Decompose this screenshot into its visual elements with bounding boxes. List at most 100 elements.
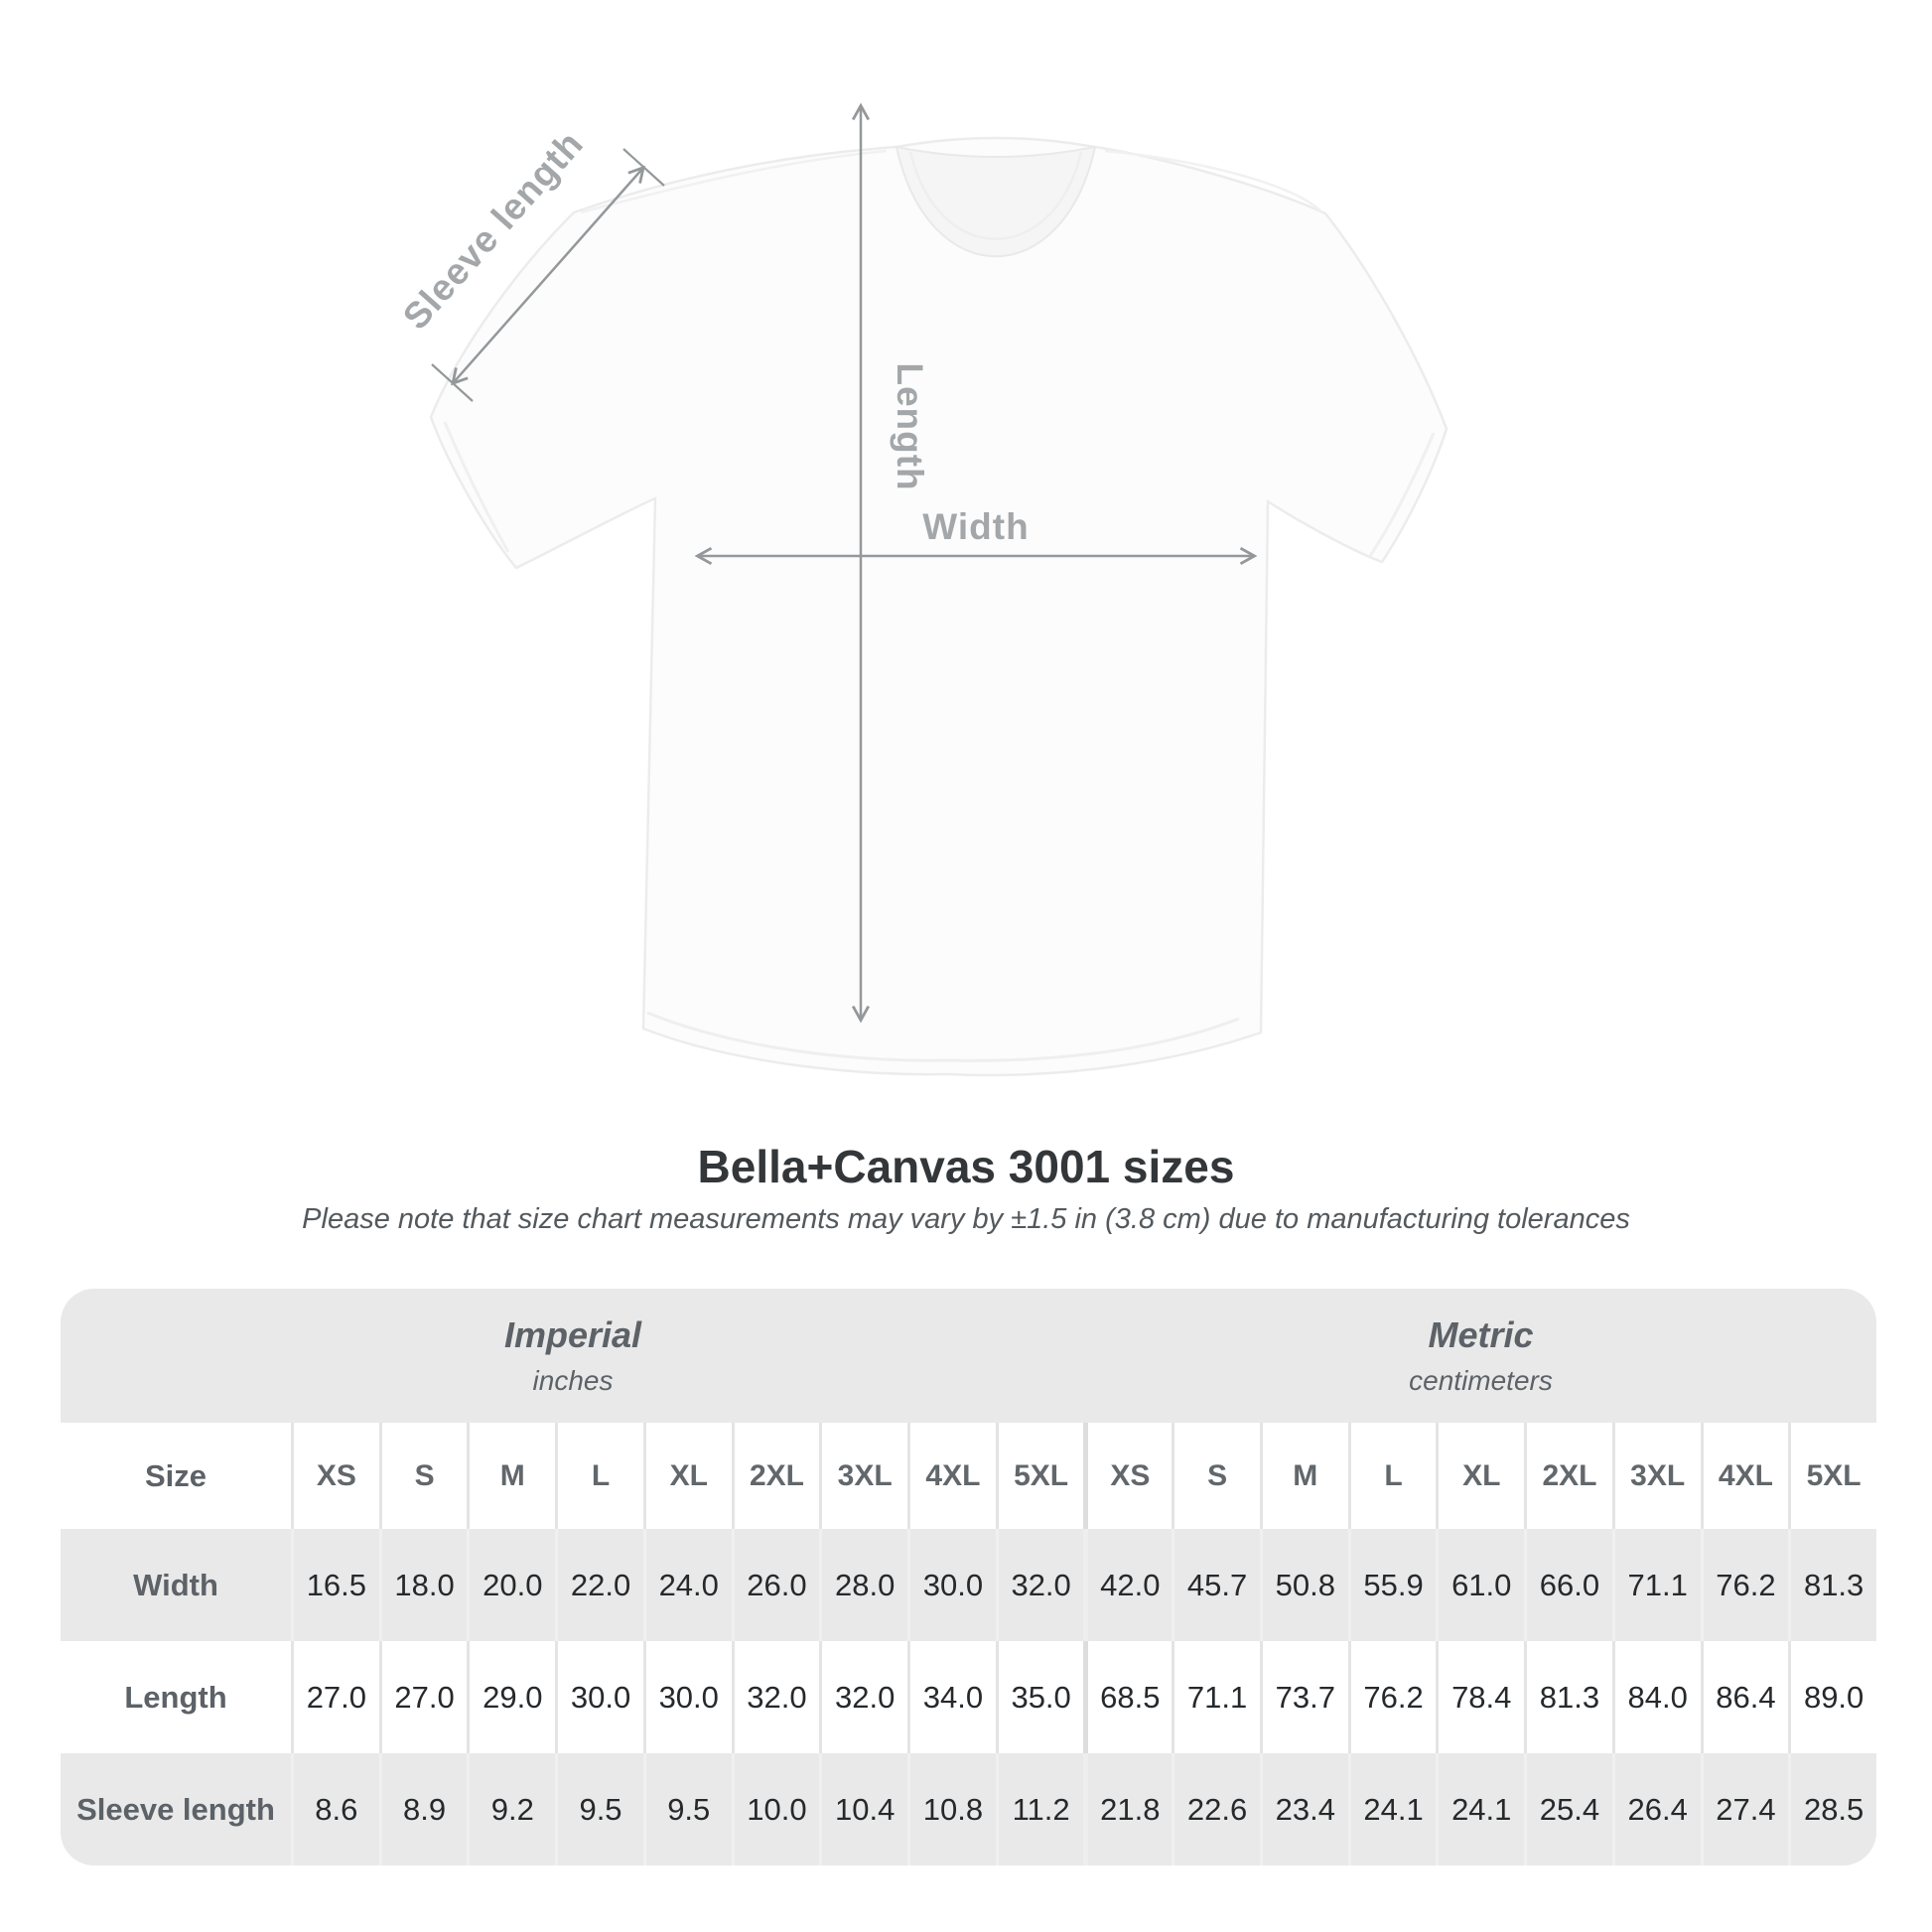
unit-band: Imperial inches Metric centimeters	[61, 1289, 1876, 1423]
size-header-cell: 5XL	[1788, 1423, 1876, 1529]
value-cell: 18.0	[378, 1529, 468, 1641]
metric-label: Metric	[1428, 1314, 1534, 1355]
size-header-cell: XL	[1436, 1423, 1524, 1529]
value-cell: 16.5	[291, 1529, 379, 1641]
size-column-header: Size	[144, 1457, 207, 1493]
value-cell: 27.0	[291, 1641, 379, 1753]
value-cell: 26.4	[1611, 1753, 1701, 1865]
value-cell: 8.9	[378, 1753, 468, 1865]
value-cell: 61.0	[1436, 1529, 1524, 1641]
value-cell: 24.0	[642, 1529, 732, 1641]
value-cell: 8.6	[291, 1753, 379, 1865]
value-cell: 27.4	[1700, 1753, 1789, 1865]
value-cell: 30.0	[555, 1641, 643, 1753]
size-header-cell: 2XL	[1524, 1423, 1612, 1529]
size-header-cell: 3XL	[1611, 1423, 1701, 1529]
value-cell: 71.1	[1172, 1641, 1260, 1753]
tshirt-illustration	[429, 136, 1449, 1077]
value-cell: 24.1	[1347, 1753, 1437, 1865]
hem-seam	[646, 1011, 1240, 1062]
right-cuff-seam	[1368, 432, 1436, 557]
value-cell: 76.2	[1700, 1529, 1789, 1641]
size-header-cell: L	[555, 1423, 643, 1529]
size-header-cell: 4XL	[907, 1423, 996, 1529]
sleeve-length-row: Sleeve length 8.6 8.9 9.2 9.5 9.5 10.0 1…	[61, 1753, 1876, 1865]
value-cell: 26.0	[731, 1529, 820, 1641]
value-cell: 35.0	[995, 1641, 1084, 1753]
size-header-cell: M	[467, 1423, 555, 1529]
metric-unit-group: Metric centimeters	[1085, 1289, 1876, 1423]
value-cell: 81.3	[1524, 1641, 1612, 1753]
left-cuff-seam	[443, 421, 510, 553]
size-header-cell: 5XL	[995, 1423, 1084, 1529]
value-cell: 22.6	[1172, 1753, 1260, 1865]
row-label: Length	[124, 1679, 227, 1715]
value-cell: 29.0	[467, 1641, 555, 1753]
row-label: Width	[133, 1567, 218, 1602]
value-cell: 89.0	[1788, 1641, 1876, 1753]
length-label: Length	[890, 362, 930, 490]
value-cell: 20.0	[467, 1529, 555, 1641]
value-cell: 22.0	[555, 1529, 643, 1641]
size-header-cell: S	[378, 1423, 468, 1529]
value-cell: 84.0	[1611, 1641, 1701, 1753]
tshirt-body	[429, 136, 1449, 1077]
size-header-cell: 2XL	[731, 1423, 820, 1529]
value-cell: 27.0	[378, 1641, 468, 1753]
value-cell: 28.0	[819, 1529, 907, 1641]
value-cell: 32.0	[995, 1529, 1084, 1641]
value-cell: 68.5	[1083, 1641, 1172, 1753]
value-cell: 10.0	[731, 1753, 820, 1865]
value-cell: 73.7	[1259, 1641, 1348, 1753]
imperial-unit: inches	[532, 1365, 614, 1396]
value-cell: 30.0	[907, 1529, 996, 1641]
value-cell: 9.2	[467, 1753, 555, 1865]
value-cell: 42.0	[1083, 1529, 1172, 1641]
value-cell: 34.0	[907, 1641, 996, 1753]
value-cell: 32.0	[731, 1641, 820, 1753]
right-shoulder-seam	[1104, 149, 1321, 211]
length-row: Length 27.0 27.0 29.0 30.0 30.0 32.0 32.…	[61, 1641, 1876, 1753]
size-header-cell: 4XL	[1700, 1423, 1789, 1529]
size-table: Imperial inches Metric centimeters Size …	[61, 1289, 1876, 1865]
size-header-cell: XS	[1083, 1423, 1172, 1529]
sleeve-length-arrow	[431, 148, 665, 402]
value-cell: 23.4	[1259, 1753, 1348, 1865]
value-cell: 9.5	[642, 1753, 732, 1865]
size-header-cell: S	[1172, 1423, 1260, 1529]
value-cell: 21.8	[1083, 1753, 1172, 1865]
value-cell: 71.1	[1611, 1529, 1701, 1641]
value-cell: 78.4	[1436, 1641, 1524, 1753]
size-header-cell: M	[1259, 1423, 1348, 1529]
page-title: Bella+Canvas 3001 sizes	[697, 1141, 1235, 1192]
row-label: Sleeve length	[76, 1791, 275, 1827]
value-cell: 28.5	[1788, 1753, 1876, 1865]
value-cell: 55.9	[1347, 1529, 1437, 1641]
size-header-cell: L	[1347, 1423, 1437, 1529]
size-header-cell: 3XL	[819, 1423, 907, 1529]
collar-ribbing-seam	[908, 151, 1083, 240]
value-cell: 81.3	[1788, 1529, 1876, 1641]
imperial-label: Imperial	[503, 1314, 642, 1355]
value-cell: 10.8	[907, 1753, 996, 1865]
page-subtitle: Please note that size chart measurements…	[302, 1203, 1630, 1235]
value-cell: 24.1	[1436, 1753, 1524, 1865]
value-cell: 25.4	[1524, 1753, 1612, 1865]
tshirt-measurement-diagram: Width Length Sleeve length	[395, 102, 1449, 1077]
value-cell: 66.0	[1524, 1529, 1612, 1641]
size-header-cell: XS	[291, 1423, 379, 1529]
value-cell: 86.4	[1700, 1641, 1789, 1753]
width-row: Width 16.5 18.0 20.0 22.0 24.0 26.0 28.0…	[61, 1529, 1876, 1641]
value-cell: 9.5	[555, 1753, 643, 1865]
value-cell: 50.8	[1259, 1529, 1348, 1641]
value-cell: 30.0	[642, 1641, 732, 1753]
imperial-unit-group: Imperial inches	[61, 1289, 1085, 1423]
collar-opening	[895, 145, 1097, 257]
width-label: Width	[922, 506, 1029, 547]
value-cell: 10.4	[819, 1753, 907, 1865]
value-cell: 45.7	[1172, 1529, 1260, 1641]
metric-unit: centimeters	[1409, 1365, 1553, 1396]
size-header-cell: XL	[642, 1423, 732, 1529]
value-cell: 11.2	[995, 1753, 1084, 1865]
